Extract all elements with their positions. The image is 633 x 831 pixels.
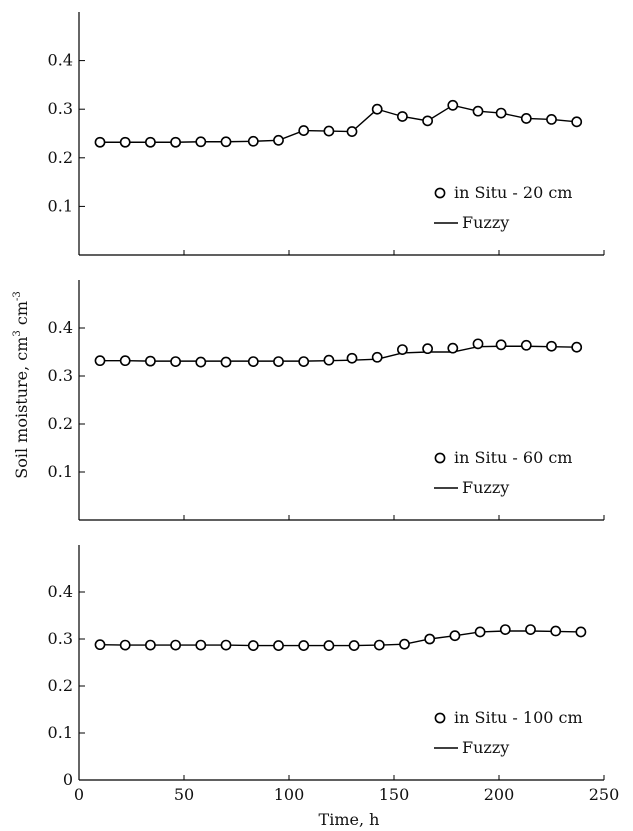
x-axis-title: Time, h [319, 810, 380, 829]
data-point-in-situ [571, 116, 583, 128]
panel-top: 0.1 0.2 0.3 0.4 in Situ - 20 cm Fuzzy [48, 12, 605, 256]
data-point-in-situ [346, 126, 358, 137]
data-point-in-situ [195, 639, 207, 651]
y-tick-label: 0.2 [48, 676, 73, 695]
data-point-in-situ [499, 624, 511, 635]
data-point-in-situ [449, 630, 461, 642]
legend-label-fuzzy: Fuzzy [462, 478, 509, 497]
data-point-in-situ [273, 640, 284, 651]
data-point-in-situ [495, 107, 507, 119]
data-point-in-situ [273, 356, 284, 367]
y-tick-label: 0.1 [48, 196, 73, 215]
data-point-in-situ [422, 343, 433, 355]
data-point-in-situ [144, 355, 156, 367]
data-point-in-situ [424, 633, 436, 645]
legend-marker-in-situ [434, 452, 446, 464]
data-point-in-situ [298, 640, 310, 651]
data-point-in-situ [346, 352, 358, 364]
x-tick-label: 150 [379, 785, 410, 804]
data-point-in-situ [472, 105, 484, 117]
y-tick-label: 0.3 [48, 366, 73, 385]
legend-label-in-situ: in Situ - 100 cm [454, 708, 583, 727]
y-tick-label: 0.4 [48, 582, 73, 601]
legend-marker-in-situ [434, 712, 446, 724]
data-point-in-situ [422, 115, 433, 127]
x-tick-label: 200 [484, 785, 515, 804]
data-point-in-situ [247, 135, 259, 147]
data-point-in-situ [447, 342, 459, 354]
y-tick-label: 0 [63, 770, 73, 789]
data-point-in-situ [520, 339, 532, 351]
y-tick-label: 0.4 [48, 51, 73, 70]
data-point-in-situ [220, 136, 232, 148]
x-tick-label: 250 [589, 785, 620, 804]
data-point-in-situ [447, 99, 459, 111]
data-point-in-situ [373, 639, 385, 651]
data-point-in-situ [472, 338, 484, 350]
data-point-in-situ [323, 354, 335, 366]
data-point-in-situ [247, 356, 259, 367]
data-point-in-situ [144, 639, 156, 651]
legend-label-fuzzy: Fuzzy [462, 738, 509, 757]
data-point-in-situ [396, 344, 408, 355]
data-point-in-situ [94, 355, 106, 367]
y-tick-label: 0.1 [48, 462, 73, 481]
data-point-in-situ [323, 125, 335, 137]
data-point-in-situ [220, 356, 232, 368]
y-tick-label: 0.4 [48, 318, 73, 337]
y-axis-title: Soil moisture, cm3 cm-3 [12, 291, 31, 479]
legend-label-in-situ: in Situ - 20 cm [454, 183, 572, 202]
data-point-in-situ [546, 114, 557, 125]
data-point-in-situ [575, 626, 587, 638]
data-point-in-situ [571, 341, 583, 353]
data-point-in-situ [170, 136, 181, 148]
data-point-in-situ [195, 356, 207, 368]
chart-panels: 0.10.20.30.4in Situ - 20 cmFuzzy0.10.20.… [48, 12, 620, 804]
data-point-in-situ [119, 136, 131, 148]
y-tick-label: 0.1 [48, 723, 73, 742]
data-point-in-situ [298, 125, 310, 136]
legend-label-fuzzy: Fuzzy [462, 213, 509, 232]
x-tick-label: 50 [174, 785, 194, 804]
data-point-in-situ [273, 134, 284, 146]
y-axis-title-mid: cm [12, 301, 31, 330]
y-tick-label: 0.2 [48, 414, 73, 433]
data-point-in-situ [220, 639, 232, 651]
data-point-in-situ [371, 103, 383, 115]
data-point-in-situ [170, 639, 181, 651]
data-point-in-situ [298, 356, 310, 367]
x-tick-label: 100 [274, 785, 305, 804]
panel-middle: 0.1 0.2 0.3 0.4 in Situ - 60 cm Fuzzy [48, 280, 605, 521]
x-tick-label: 0 [74, 785, 84, 804]
y-axis-title-sup2: -3 [12, 291, 23, 301]
data-point-in-situ [371, 351, 383, 363]
legend-label-in-situ: in Situ - 60 cm [454, 448, 572, 467]
data-point-in-situ [119, 355, 131, 367]
data-point-in-situ [195, 136, 207, 148]
data-point-in-situ [348, 640, 360, 651]
legend-marker-in-situ [434, 187, 446, 199]
data-point-in-situ [550, 625, 562, 637]
y-axis-title-main: Soil moisture, cm [12, 337, 31, 479]
data-point-in-situ [119, 639, 131, 651]
data-point-in-situ [94, 639, 106, 651]
data-point-in-situ [474, 626, 486, 638]
data-point-in-situ [323, 640, 335, 651]
data-point-in-situ [525, 624, 536, 635]
data-point-in-situ [546, 340, 557, 352]
data-point-in-situ [495, 339, 507, 351]
data-point-in-situ [170, 356, 181, 367]
data-point-in-situ [94, 136, 106, 148]
data-point-in-situ [520, 113, 532, 124]
data-point-in-situ [399, 638, 410, 650]
data-point-in-situ [144, 136, 156, 148]
y-axis-title-sup1: 3 [12, 330, 23, 336]
data-point-in-situ [247, 640, 259, 651]
y-tick-label: 0.3 [48, 629, 73, 648]
y-tick-label: 0.3 [48, 99, 73, 118]
panel-bottom: 0 0.1 0.2 0.3 0.4 0 50 100 150 200 250 in Situ - 10… [48, 545, 620, 804]
y-tick-label: 0.2 [48, 148, 73, 167]
data-point-in-situ [396, 111, 408, 122]
